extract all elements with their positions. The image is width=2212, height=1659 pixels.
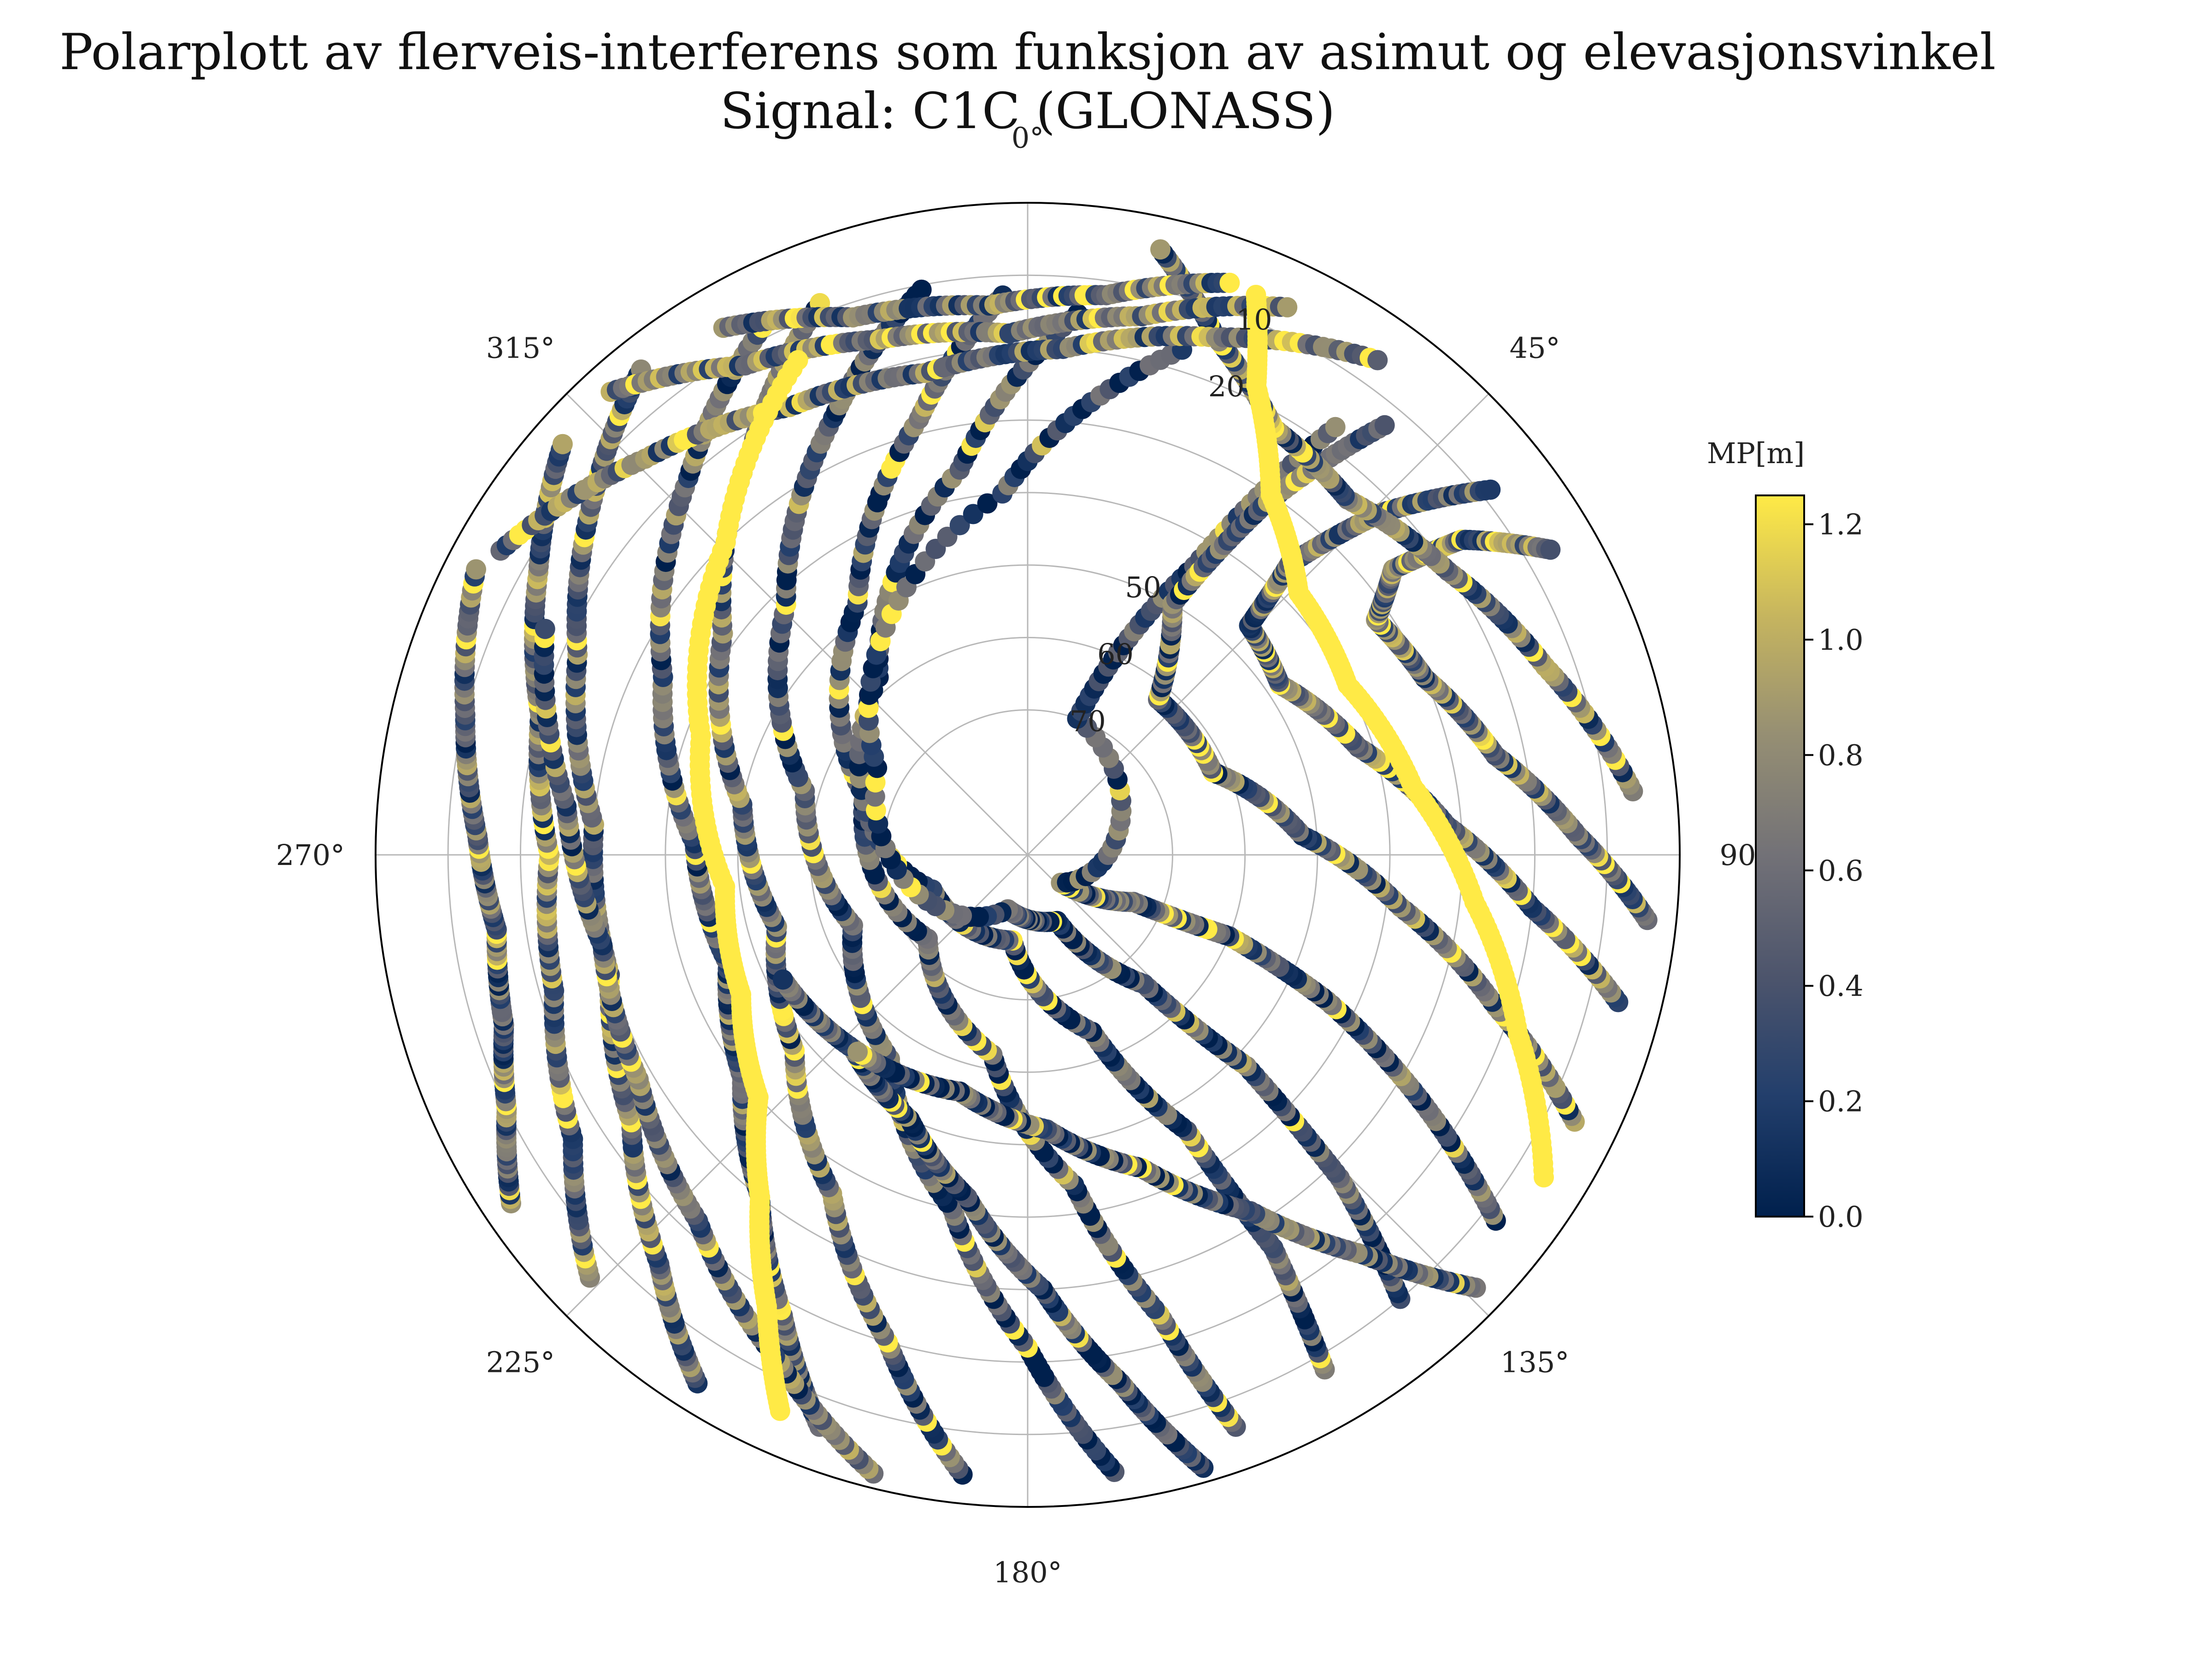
data-point <box>1480 479 1501 500</box>
elevation-tick-label: 20 <box>1208 370 1245 403</box>
elevation-tick-labels: 10 20 50 60 70 <box>1070 303 1272 738</box>
data-point <box>1277 297 1298 318</box>
colorbar-ticks: 0.0 0.2 0.4 0.6 0.8 1.0 1.2 <box>1804 508 1864 1234</box>
data-point <box>772 969 793 990</box>
colorbar-tick-label: 0.2 <box>1818 1085 1864 1118</box>
polar-outer-ring <box>375 202 1681 1508</box>
chart-subtitle: Signal: C1C (GLONASS) <box>720 82 1335 140</box>
azimuth-tick-label: 135° <box>1500 1346 1569 1379</box>
data-point <box>1367 350 1388 371</box>
data-point <box>949 515 970 535</box>
colorbar-tick-label: 1.2 <box>1818 508 1864 541</box>
chart-title: Polarplott av flerveis-interferens som f… <box>59 24 1996 81</box>
colorbar-tick-label: 0.6 <box>1818 854 1864 888</box>
data-point <box>1150 239 1171 260</box>
data-point <box>1246 285 1266 305</box>
data-point <box>1325 417 1346 437</box>
colorbar-gradient <box>1755 494 1805 1218</box>
data-point <box>788 350 808 371</box>
data-point <box>535 618 555 639</box>
data-point <box>1540 539 1561 560</box>
polar-frame <box>375 202 1681 1508</box>
colorbar-label: MP[m] <box>1707 436 1805 470</box>
grid-spoke <box>566 393 1029 856</box>
colorbar-tick-label: 0.0 <box>1818 1200 1864 1234</box>
colorbar-tick-label: 0.8 <box>1818 738 1864 772</box>
data-point <box>963 504 983 524</box>
data-point <box>865 786 885 807</box>
data-point <box>466 559 486 580</box>
data-point <box>847 1041 868 1062</box>
azimuth-tick-label: 180° <box>993 1556 1062 1589</box>
azimuth-tick-label: 315° <box>486 331 555 365</box>
elevation-tick-label: 50 <box>1125 571 1161 604</box>
colorbar-tick-label: 1.0 <box>1818 623 1864 657</box>
elevation-tick-label: 70 <box>1070 705 1106 738</box>
data-point <box>977 493 998 514</box>
elevation-tick-label: 10 <box>1236 303 1272 336</box>
colorbar-tick-label: 0.4 <box>1818 969 1864 1003</box>
scatter-points <box>454 239 1658 1485</box>
data-point <box>1374 415 1395 435</box>
azimuth-tick-label: 225° <box>486 1346 555 1379</box>
data-point <box>911 279 932 300</box>
elevation-tick-label: 60 <box>1097 637 1134 671</box>
colorbar: MP[m] 0.0 0.2 0.4 0.6 0.8 1.0 1.2 <box>1707 436 1864 1234</box>
azimuth-tick-label: 45° <box>1510 331 1560 365</box>
data-point <box>1219 272 1240 293</box>
data-point <box>552 434 573 454</box>
azimuth-tick-label: 270° <box>276 838 345 872</box>
azimuth-tick-labels: 0°45°90°135°180°225°270°315° <box>276 121 1771 1589</box>
azimuth-tick-label: 0° <box>1012 121 1044 155</box>
